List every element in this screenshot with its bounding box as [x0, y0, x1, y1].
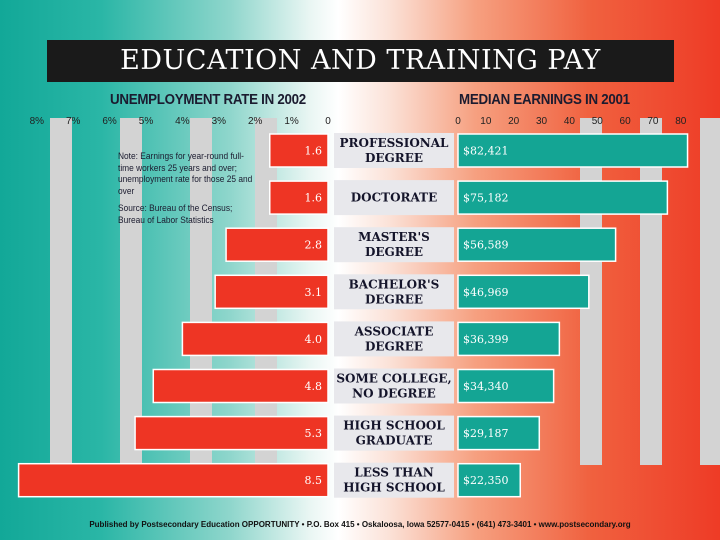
unemployment-tick-label: 6%	[102, 116, 117, 127]
earnings-value-label: $75,182	[463, 192, 509, 205]
earnings-tick-label: 60	[620, 116, 632, 127]
earnings-value-label: $29,187	[463, 427, 509, 440]
earnings-value-label: $34,340	[463, 380, 509, 393]
unemployment-bar	[181, 321, 329, 357]
category-label: DEGREE	[365, 292, 423, 306]
unemployment-value-label: 1.6	[305, 192, 323, 205]
category-label: DEGREE	[365, 339, 423, 353]
earnings-tick-label: 50	[592, 116, 604, 127]
category-label: HIGH SCHOOL	[343, 419, 445, 433]
category-label-box	[334, 368, 454, 404]
category-label: PROFESSIONAL	[340, 136, 450, 150]
unemployment-bar	[269, 133, 329, 168]
category-label: ASSOCIATE	[354, 324, 434, 338]
earnings-bar	[457, 462, 521, 498]
category-label-box	[334, 274, 454, 310]
earnings-value-label: $36,399	[463, 333, 509, 346]
earnings-value-label: $56,589	[463, 239, 509, 252]
unemployment-tick-label: 4%	[175, 116, 190, 127]
unemployment-bar	[152, 368, 329, 404]
earnings-tick-label: 0	[455, 116, 461, 127]
earnings-bar	[457, 180, 669, 215]
earnings-bar	[457, 321, 561, 357]
category-label: HIGH SCHOOL	[343, 481, 445, 495]
earnings-tick-label: 40	[564, 116, 576, 127]
unemployment-value-label: 5.3	[305, 427, 323, 440]
earnings-bar	[457, 227, 617, 262]
earnings-title: MEDIAN EARNINGS IN 2001	[459, 92, 630, 108]
unemployment-value-label: 8.5	[305, 474, 323, 487]
category-label: DOCTORATE	[351, 191, 438, 205]
unemployment-value-label: 2.8	[305, 239, 323, 252]
unemployment-bar	[225, 227, 329, 262]
chart-note: Note: Earnings for year-round full-time …	[118, 151, 259, 232]
unemployment-tick-label: 3%	[212, 116, 227, 127]
unemployment-tick-label: 7%	[66, 116, 81, 127]
earnings-tick-label: 30	[536, 116, 548, 127]
unemployment-bar	[269, 180, 329, 215]
earnings-value-label: $82,421	[463, 145, 509, 158]
unemployment-value-label: 4.8	[305, 380, 323, 393]
page-title: EDUCATION AND TRAINING PAY	[47, 40, 674, 82]
category-label: BACHELOR'S	[349, 277, 440, 291]
grid-stripe	[120, 118, 142, 465]
unemployment-bar	[134, 415, 329, 451]
category-label: LESS THAN	[354, 466, 433, 480]
category-label: DEGREE	[365, 151, 423, 165]
earnings-tick-label: 70	[647, 116, 659, 127]
category-label: MASTER'S	[358, 230, 430, 244]
unemployment-tick-label: 0	[325, 116, 331, 127]
unemployment-tick-label: 8%	[30, 116, 45, 127]
earnings-value-label: $46,969	[463, 286, 509, 299]
category-label-box	[334, 462, 454, 498]
category-label-box	[334, 133, 454, 168]
unemployment-bar	[17, 462, 329, 498]
earnings-tick-label: 20	[508, 116, 520, 127]
category-label-box	[334, 227, 454, 263]
earnings-bar	[457, 415, 541, 451]
source-text: Source: Bureau of the Census; Bureau of …	[118, 203, 233, 226]
category-label: GRADUATE	[356, 434, 433, 448]
unemployment-value-label: 4.0	[305, 333, 323, 346]
earnings-bar	[457, 133, 689, 168]
category-label-box	[334, 415, 454, 451]
earnings-value-label: $22,350	[463, 474, 509, 487]
category-label-box	[334, 180, 454, 216]
unemployment-bar	[214, 274, 329, 310]
category-label-box	[334, 321, 454, 357]
unemployment-value-label: 1.6	[305, 145, 323, 158]
grid-stripe	[700, 118, 720, 465]
unemployment-tick-label: 5%	[139, 116, 154, 127]
grid-stripe	[50, 118, 72, 465]
unemployment-tick-label: 2%	[248, 116, 263, 127]
category-label: SOME COLLEGE,	[336, 372, 451, 386]
earnings-bar	[457, 368, 555, 404]
unemployment-value-label: 3.1	[305, 286, 323, 299]
earnings-tick-label: 10	[480, 116, 492, 127]
earnings-tick-label: 80	[675, 116, 687, 127]
category-label: NO DEGREE	[352, 387, 436, 401]
note-text: Note: Earnings for year-round full-time …	[118, 151, 253, 197]
unemployment-tick-label: 1%	[284, 116, 299, 127]
category-label: DEGREE	[365, 245, 423, 259]
earnings-bar	[457, 274, 590, 310]
publisher-footer: Published by Postsecondary Education OPP…	[89, 520, 631, 529]
unemployment-title: UNEMPLOYMENT RATE IN 2002	[110, 92, 306, 108]
